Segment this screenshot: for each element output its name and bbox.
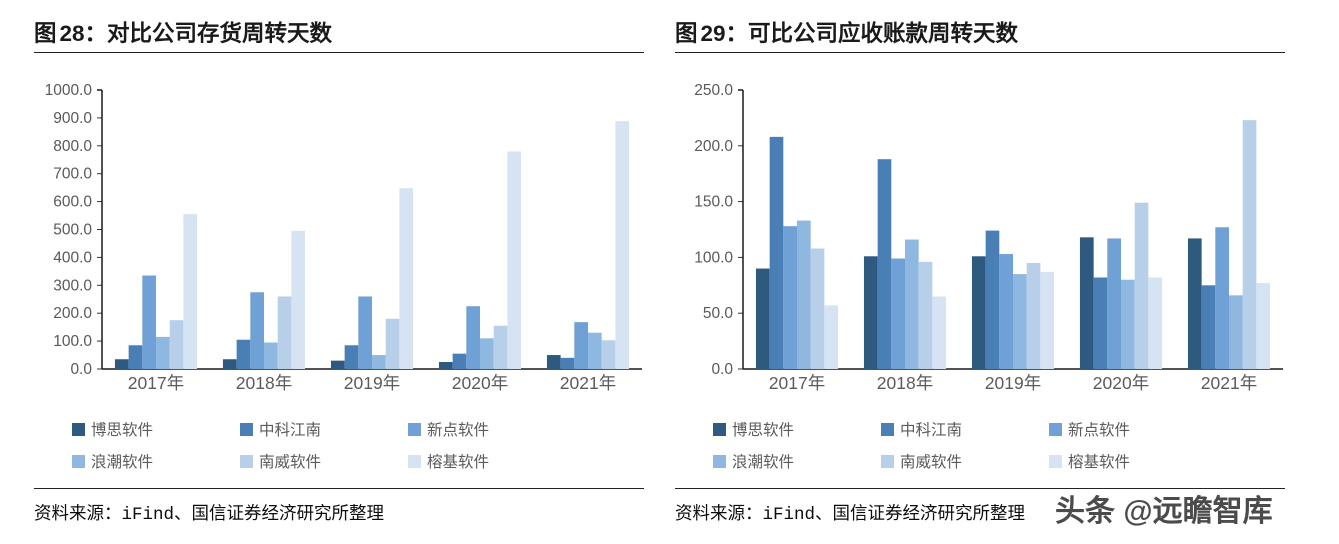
svg-text:0.0: 0.0 xyxy=(711,361,733,378)
svg-text:800.0: 800.0 xyxy=(53,138,92,155)
svg-text:2017年: 2017年 xyxy=(769,373,825,393)
svg-text:2018年: 2018年 xyxy=(877,373,933,393)
svg-text:200.0: 200.0 xyxy=(53,305,92,322)
svg-text:2019年: 2019年 xyxy=(344,373,400,393)
svg-text:2020年: 2020年 xyxy=(452,373,508,393)
svg-text:2017年: 2017年 xyxy=(128,373,184,393)
svg-text:400.0: 400.0 xyxy=(53,249,92,266)
svg-text:2019年: 2019年 xyxy=(985,373,1041,393)
svg-text:600.0: 600.0 xyxy=(53,194,92,211)
svg-text:700.0: 700.0 xyxy=(53,166,92,183)
svg-text:100.0: 100.0 xyxy=(694,249,733,266)
svg-text:100.0: 100.0 xyxy=(53,333,92,350)
svg-text:200.0: 200.0 xyxy=(694,138,733,155)
svg-text:300.0: 300.0 xyxy=(53,277,92,294)
svg-text:2020年: 2020年 xyxy=(1093,373,1149,393)
svg-text:900.0: 900.0 xyxy=(53,110,92,127)
svg-text:250.0: 250.0 xyxy=(694,82,733,99)
svg-text:150.0: 150.0 xyxy=(694,194,733,211)
svg-text:50.0: 50.0 xyxy=(703,305,734,322)
svg-text:2021年: 2021年 xyxy=(560,373,616,393)
svg-text:0.0: 0.0 xyxy=(70,361,92,378)
svg-text:2021年: 2021年 xyxy=(1201,373,1257,393)
svg-text:1000.0: 1000.0 xyxy=(45,82,93,99)
svg-text:500.0: 500.0 xyxy=(53,222,92,239)
svg-text:2018年: 2018年 xyxy=(236,373,292,393)
